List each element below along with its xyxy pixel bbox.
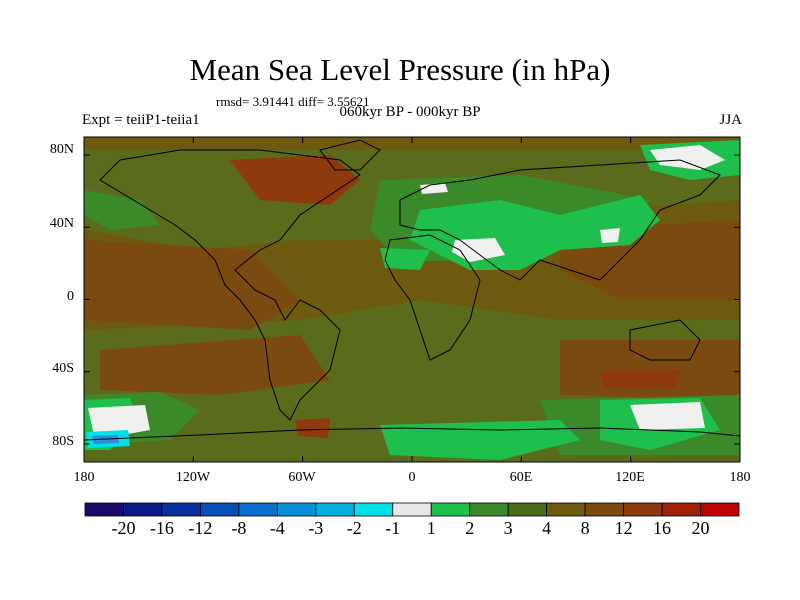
x-tick-label: 0 (408, 470, 416, 485)
field-bright-green-ant2 (380, 420, 580, 460)
colorbar-label: -20 (111, 518, 136, 538)
colorbar-box (392, 502, 432, 517)
field-red-canada (230, 155, 360, 205)
colorbar-label: 1 (426, 518, 436, 538)
y-tick-label: 40N (49, 216, 74, 231)
coastlines (84, 139, 740, 441)
colorbar-box (353, 502, 394, 517)
field-red-indian (600, 370, 680, 388)
antarctica-coast (84, 427, 740, 441)
colorbar-box (507, 502, 548, 517)
colorbar-label: 8 (580, 518, 590, 538)
colorbar-label: 12 (614, 518, 633, 538)
period-label: 060kyr BP - 000kyr BP (339, 104, 481, 120)
x-tick-label: 180 (729, 470, 751, 485)
stats-text: rmsd= 3.91441 diff= 3.55621 (216, 94, 370, 109)
y-tick-label: 80S (52, 434, 74, 449)
x-tick-label: 60E (509, 470, 533, 485)
x-tick-label: 180 (73, 470, 95, 485)
colorbar-label: 2 (465, 518, 475, 538)
colorbar-box (161, 502, 201, 517)
africa-coast (384, 234, 481, 361)
colorbar-box (469, 502, 509, 517)
colorbar-box (84, 502, 124, 517)
field-white-siberia (650, 145, 725, 170)
colorbar-label: 3 (503, 518, 513, 538)
colorbar-label: -2 (346, 518, 362, 538)
colorbar-box (700, 502, 740, 517)
field-white-eastant (630, 402, 705, 430)
colorbar-label: -1 (385, 518, 401, 538)
colorbar (84, 502, 740, 517)
pressure-field (84, 137, 740, 462)
x-tick-label: 120W (175, 470, 211, 485)
field-bright-green-sahara (380, 248, 430, 270)
colorbar-label: -4 (269, 518, 285, 538)
colorbar-label: 16 (653, 518, 672, 538)
greenland-coast (319, 139, 381, 171)
experiment-label: Expt = teiiP1-teiia1 (82, 112, 200, 128)
colorbar-box (546, 502, 586, 517)
x-tick-label: 60W (288, 470, 316, 485)
field-green-alaska (84, 190, 160, 230)
field-white-china (600, 228, 620, 243)
colorbar-box (430, 502, 471, 517)
colorbar-box (584, 502, 624, 517)
colorbar-label: 4 (542, 518, 552, 538)
eurasia-coast (399, 159, 721, 281)
colorbar-box (200, 502, 240, 517)
colorbar-label: -16 (149, 518, 174, 538)
colorbar-label: 20 (691, 518, 710, 538)
americas-coast (99, 149, 361, 421)
y-tick-label: 40S (52, 361, 74, 376)
field-brown-indian (560, 340, 740, 400)
colorbar-box (315, 502, 355, 517)
axis-ticks (83, 137, 741, 462)
colorbar-label: -12 (188, 518, 213, 538)
x-tick-label: 120E (615, 470, 645, 485)
colorbar-box (276, 502, 317, 517)
season-label: JJA (719, 112, 742, 128)
field-white-scandinavia (420, 183, 448, 194)
colorbar-box (123, 502, 163, 517)
colorbar-box (238, 502, 278, 517)
y-tick-label: 0 (67, 289, 74, 304)
field-brown-spacific (100, 335, 330, 395)
y-tick-label: 80N (49, 142, 74, 157)
colorbar-label: -8 (231, 518, 247, 538)
map-title: Mean Sea Level Pressure (in hPa) (189, 52, 611, 87)
colorbar-label: -3 (308, 518, 324, 538)
colorbar-box (661, 502, 701, 517)
australia-coast (629, 319, 701, 361)
field-red-atlantic (295, 418, 330, 438)
colorbar-box (623, 502, 663, 517)
